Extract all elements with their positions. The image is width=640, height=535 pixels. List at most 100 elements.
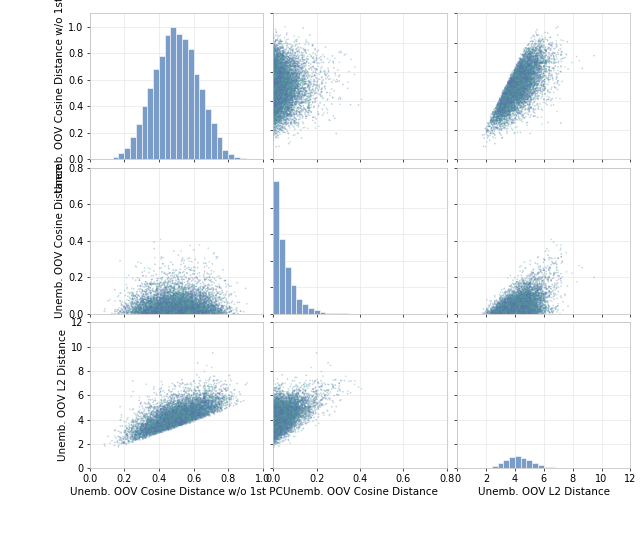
Point [166, 418, 177, 427]
Point [490, 119, 500, 127]
Point [275, 411, 285, 420]
Point [526, 56, 536, 65]
Point [166, 309, 176, 317]
Point [502, 98, 512, 106]
Point [509, 291, 520, 300]
Point [273, 91, 283, 100]
Point [272, 418, 282, 426]
Point [159, 307, 169, 316]
Point [536, 113, 547, 121]
Point [182, 416, 193, 425]
Point [520, 301, 530, 309]
Point [186, 307, 196, 316]
Point [184, 303, 194, 311]
Point [498, 309, 508, 317]
Point [277, 89, 287, 98]
Point [275, 421, 285, 429]
Point [290, 87, 300, 95]
Point [289, 103, 300, 112]
Point [531, 59, 541, 67]
Point [161, 403, 171, 411]
Point [525, 289, 536, 297]
Point [170, 417, 180, 426]
Point [275, 65, 285, 74]
Point [269, 401, 280, 409]
Point [275, 403, 285, 412]
Point [273, 121, 284, 129]
Point [503, 309, 513, 317]
Point [277, 414, 287, 423]
Point [493, 307, 503, 315]
Point [135, 304, 145, 312]
Point [164, 421, 175, 429]
Point [509, 304, 519, 313]
Point [282, 73, 292, 81]
Point [140, 423, 150, 432]
Point [501, 305, 511, 314]
Point [287, 405, 298, 414]
Point [149, 302, 159, 311]
Point [230, 399, 240, 407]
Point [271, 84, 281, 93]
Point [187, 418, 197, 426]
Point [147, 421, 157, 429]
Point [143, 425, 154, 433]
Point [515, 291, 525, 300]
Point [169, 309, 179, 317]
Point [158, 309, 168, 317]
Point [188, 407, 198, 416]
Point [158, 307, 168, 316]
Point [506, 296, 516, 304]
Point [143, 302, 153, 310]
Point [278, 98, 288, 107]
Point [506, 86, 516, 94]
Point [289, 85, 300, 93]
Point [270, 70, 280, 79]
Point [513, 67, 524, 76]
Point [176, 308, 186, 316]
Point [162, 423, 172, 431]
Point [515, 303, 525, 312]
Point [215, 284, 225, 292]
Point [186, 289, 196, 298]
Point [276, 408, 287, 417]
Point [186, 411, 196, 419]
Point [277, 414, 287, 423]
Point [188, 412, 198, 421]
Point [314, 46, 324, 55]
Point [532, 48, 543, 57]
Point [274, 102, 284, 111]
Point [488, 113, 499, 122]
Point [276, 412, 286, 421]
Point [497, 107, 507, 116]
Point [310, 94, 321, 102]
Point [159, 304, 170, 312]
Point [493, 307, 504, 316]
Point [278, 400, 289, 409]
Point [496, 91, 506, 100]
Point [508, 80, 518, 88]
Point [520, 52, 530, 61]
Point [187, 308, 197, 316]
Point [508, 99, 518, 108]
Point [515, 291, 525, 299]
Point [273, 104, 284, 112]
Point [535, 299, 545, 308]
Point [269, 109, 280, 117]
Point [170, 308, 180, 317]
Point [272, 420, 282, 429]
Point [277, 92, 287, 101]
Point [169, 293, 179, 302]
Point [162, 420, 172, 429]
Point [275, 86, 285, 94]
Point [305, 73, 315, 81]
Point [305, 403, 315, 412]
Point [169, 415, 179, 423]
Point [534, 64, 544, 72]
Point [289, 68, 300, 77]
Point [511, 80, 521, 89]
Point [277, 414, 287, 422]
Point [272, 62, 282, 71]
Point [275, 415, 285, 423]
Point [516, 291, 527, 299]
